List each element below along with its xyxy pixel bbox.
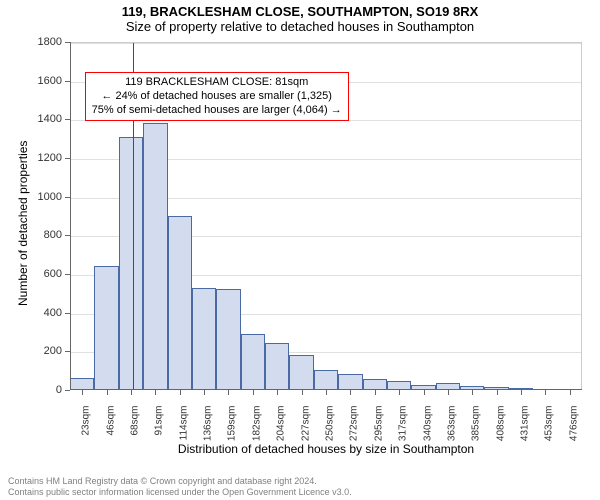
x-tick-mark xyxy=(497,390,498,395)
x-tick-mark xyxy=(545,390,546,395)
x-tick-label: 46sqm xyxy=(105,406,116,436)
annotation-line1: 119 BRACKLESHAM CLOSE: 81sqm xyxy=(92,76,342,90)
x-tick-label: 182sqm xyxy=(251,406,262,442)
x-tick-mark xyxy=(326,390,327,395)
y-tick-label: 1600 xyxy=(0,75,62,87)
y-tick-label: 800 xyxy=(0,229,62,241)
annotation-line2: ← 24% of detached houses are smaller (1,… xyxy=(92,90,342,104)
x-tick-label: 340sqm xyxy=(422,406,433,442)
x-tick-label: 23sqm xyxy=(81,406,92,436)
y-axis-line xyxy=(70,42,71,390)
footer-attribution: Contains HM Land Registry data © Crown c… xyxy=(8,476,352,498)
histogram-bar xyxy=(289,355,313,390)
x-tick-mark xyxy=(424,390,425,395)
y-tick-label: 200 xyxy=(0,345,62,357)
x-tick-mark xyxy=(277,390,278,395)
gridline xyxy=(70,43,581,44)
x-tick-mark xyxy=(399,390,400,395)
x-tick-label: 91sqm xyxy=(154,406,165,436)
x-tick-mark xyxy=(204,390,205,395)
histogram-bar xyxy=(119,137,143,390)
y-tick-mark xyxy=(65,390,70,391)
x-tick-mark xyxy=(82,390,83,395)
x-tick-label: 385sqm xyxy=(471,406,482,442)
x-tick-label: 159sqm xyxy=(227,406,238,442)
y-axis-label: Number of detached properties xyxy=(16,141,30,306)
x-tick-label: 363sqm xyxy=(446,406,457,442)
histogram-bar xyxy=(143,123,167,390)
x-tick-label: 295sqm xyxy=(373,406,384,442)
chart-title-address: 119, BRACKLESHAM CLOSE, SOUTHAMPTON, SO1… xyxy=(0,4,600,19)
histogram-bar xyxy=(265,343,289,390)
histogram-bar xyxy=(314,370,338,390)
x-tick-mark xyxy=(521,390,522,395)
histogram-bar xyxy=(192,288,216,390)
x-tick-mark xyxy=(350,390,351,395)
histogram-bar xyxy=(168,216,192,390)
x-tick-label: 408sqm xyxy=(495,406,506,442)
footer-line1: Contains HM Land Registry data © Crown c… xyxy=(8,476,352,487)
x-tick-mark xyxy=(155,390,156,395)
annotation-line3: 75% of semi-detached houses are larger (… xyxy=(92,104,342,118)
annotation-box: 119 BRACKLESHAM CLOSE: 81sqm← 24% of det… xyxy=(85,72,349,121)
x-tick-mark xyxy=(180,390,181,395)
histogram-bar xyxy=(338,374,362,390)
histogram-bar xyxy=(94,266,118,390)
y-tick-label: 1800 xyxy=(0,36,62,48)
y-tick-label: 0 xyxy=(0,384,62,396)
x-tick-mark xyxy=(107,390,108,395)
x-tick-label: 68sqm xyxy=(129,406,140,436)
x-tick-mark xyxy=(302,390,303,395)
x-tick-label: 227sqm xyxy=(300,406,311,442)
y-tick-label: 1200 xyxy=(0,152,62,164)
plot-area: 119 BRACKLESHAM CLOSE: 81sqm← 24% of det… xyxy=(70,42,582,390)
x-tick-label: 204sqm xyxy=(276,406,287,442)
y-tick-label: 1400 xyxy=(0,113,62,125)
x-tick-label: 114sqm xyxy=(178,406,189,441)
histogram-bar xyxy=(241,334,265,390)
x-tick-mark xyxy=(448,390,449,395)
x-tick-mark xyxy=(472,390,473,395)
x-tick-label: 317sqm xyxy=(398,406,409,442)
histogram-bar xyxy=(216,289,240,390)
x-tick-label: 453sqm xyxy=(544,406,555,442)
x-tick-mark xyxy=(228,390,229,395)
x-tick-label: 476sqm xyxy=(568,406,579,442)
chart-wrap: Number of detached properties 0 200 400 600… xyxy=(0,40,600,460)
x-tick-label: 431sqm xyxy=(520,406,531,442)
chart-subtitle: Size of property relative to detached ho… xyxy=(0,19,600,34)
y-tick-label: 600 xyxy=(0,268,62,280)
x-axis-label: Distribution of detached houses by size … xyxy=(70,442,582,456)
y-tick-label: 1000 xyxy=(0,191,62,203)
x-tick-mark xyxy=(375,390,376,395)
y-tick-label: 400 xyxy=(0,307,62,319)
x-tick-mark xyxy=(131,390,132,395)
x-tick-mark xyxy=(253,390,254,395)
x-tick-label: 250sqm xyxy=(325,406,336,442)
x-tick-label: 136sqm xyxy=(203,406,214,442)
x-tick-mark xyxy=(570,390,571,395)
x-tick-label: 272sqm xyxy=(349,406,360,442)
footer-line2: Contains public sector information licen… xyxy=(8,487,352,498)
